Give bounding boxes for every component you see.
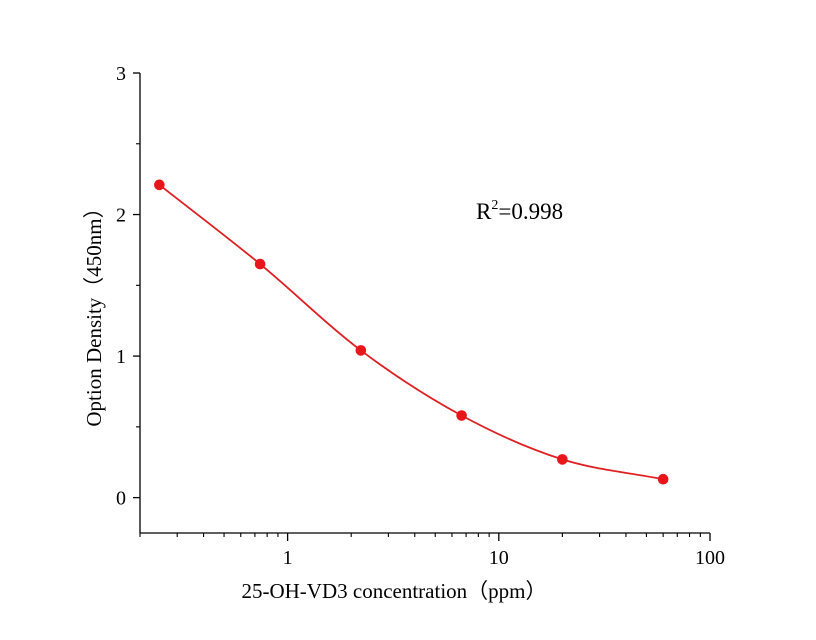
x-tick-label: 10 bbox=[489, 547, 509, 569]
y-axis-label: Option Density（450nm） bbox=[82, 197, 106, 426]
data-point bbox=[154, 179, 165, 191]
data-point bbox=[557, 454, 568, 465]
axes: 0 1 2 3 1 10 100 bbox=[116, 63, 725, 569]
fit-curve-line bbox=[158, 184, 664, 481]
x-tick-label: 1 bbox=[283, 547, 293, 569]
r-squared-superscript: 2 bbox=[491, 198, 498, 213]
x-axis-label: 25-OH-VD3 concentration（ppm） bbox=[241, 579, 546, 603]
r-squared-annotation: R2=0.998 bbox=[476, 198, 563, 224]
data-point bbox=[254, 258, 266, 270]
data-point bbox=[657, 473, 669, 485]
data-point bbox=[456, 410, 467, 421]
y-tick-label: 0 bbox=[116, 488, 126, 510]
fit-curve-layer bbox=[158, 184, 664, 481]
y-tick-label: 3 bbox=[116, 63, 126, 85]
r-squared-base: R bbox=[476, 199, 492, 224]
r-squared-value: =0.998 bbox=[498, 199, 563, 224]
y-tick-label: 1 bbox=[116, 346, 126, 368]
x-tick-label: 100 bbox=[695, 547, 725, 569]
y-tick-label: 2 bbox=[116, 205, 126, 227]
data-points-layer bbox=[154, 179, 669, 485]
data-point bbox=[355, 345, 367, 356]
